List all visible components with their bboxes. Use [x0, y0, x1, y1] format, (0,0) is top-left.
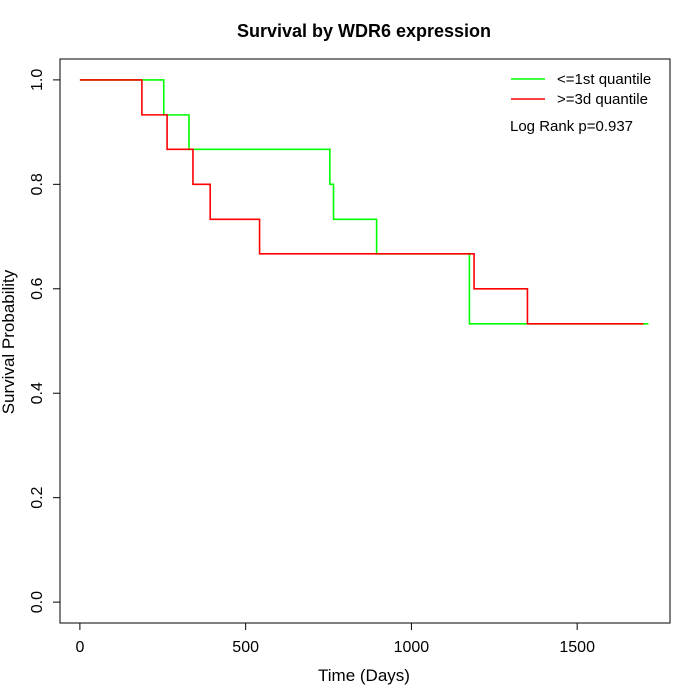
legend-label: >=3d quantile [557, 91, 648, 108]
x-tick-label: 500 [232, 639, 259, 656]
y-tick-label: 1.0 [29, 69, 46, 91]
y-tick-label: 0.8 [29, 173, 46, 195]
x-tick-label: 1000 [394, 639, 430, 656]
log-rank-annotation: Log Rank p=0.937 [510, 118, 633, 135]
legend: <=1st quantile >=3d quantile [511, 71, 651, 108]
series-line-1 [79, 79, 649, 325]
x-axis-label: Time (Days) [318, 666, 410, 685]
series-layer [79, 79, 649, 325]
y-tick-label: 0.6 [29, 278, 46, 300]
x-axis: 0 500 1000 1500 [75, 622, 595, 656]
y-tick-label: 0.0 [29, 591, 46, 613]
x-tick-label: 0 [75, 639, 84, 656]
legend-label: <=1st quantile [557, 71, 651, 88]
chart-title: Survival by WDR6 expression [237, 21, 491, 41]
y-tick-label: 0.2 [29, 486, 46, 508]
y-axis: 0.0 0.2 0.4 0.6 0.8 1.0 [29, 69, 61, 613]
series-line-2 [79, 79, 644, 325]
y-axis-label: Survival Probability [0, 269, 18, 414]
plot-frame [59, 58, 671, 624]
y-tick-label: 0.4 [29, 382, 46, 404]
x-tick-label: 1500 [559, 639, 595, 656]
